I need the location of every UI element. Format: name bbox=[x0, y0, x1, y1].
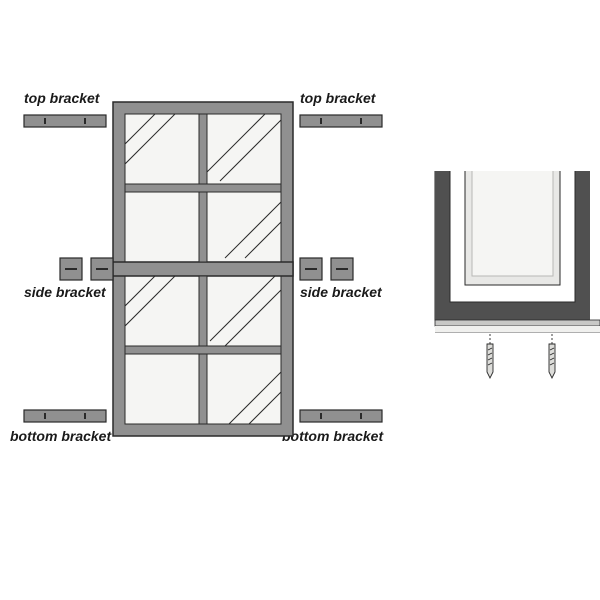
screw-left bbox=[487, 334, 493, 378]
top-bracket-left bbox=[24, 115, 106, 127]
diagram-svg bbox=[0, 0, 600, 600]
screw-right bbox=[549, 334, 555, 378]
bottom-bracket-left bbox=[24, 410, 106, 422]
window-assembly bbox=[113, 102, 293, 436]
side-bracket-left-outer bbox=[60, 258, 82, 280]
top-bracket-right bbox=[300, 115, 382, 127]
detail-view bbox=[434, 168, 600, 378]
side-bracket-right-outer bbox=[331, 258, 353, 280]
side-bracket-left-inner bbox=[91, 258, 113, 280]
bottom-bracket-right bbox=[300, 410, 382, 422]
side-bracket-right-inner bbox=[300, 258, 322, 280]
